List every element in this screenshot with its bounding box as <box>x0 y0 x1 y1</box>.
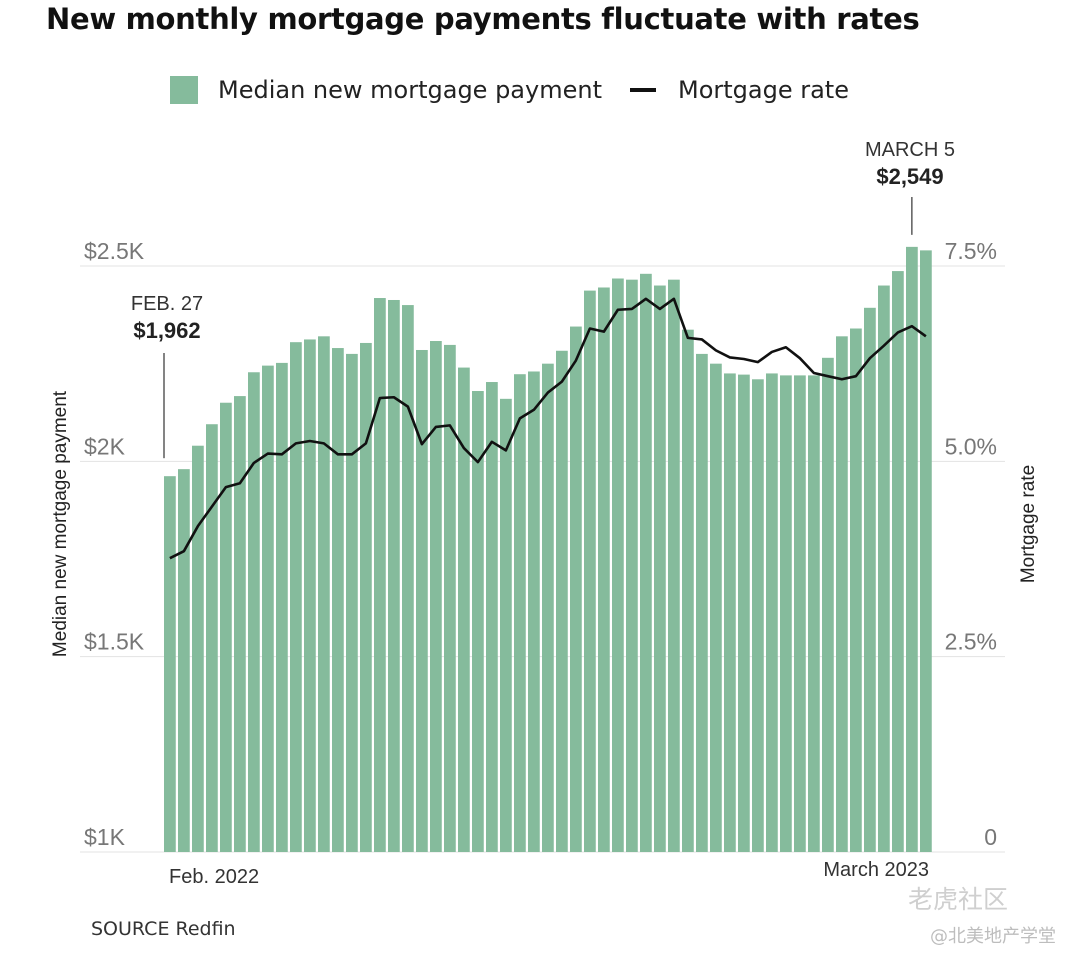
source-note: SOURCE Redfin <box>91 918 236 940</box>
payment-bar <box>528 371 540 852</box>
payment-bar <box>346 353 358 852</box>
payment-bar <box>192 445 204 852</box>
payment-bar <box>388 299 400 852</box>
y-tick-label: $2.5K <box>84 238 145 264</box>
payment-bar <box>710 363 722 852</box>
payment-bar <box>640 273 652 852</box>
payment-bar <box>696 353 708 852</box>
y2-tick-label: 7.5% <box>945 238 997 264</box>
payment-bar <box>724 373 736 852</box>
legend-line-swatch <box>629 88 656 92</box>
payment-bar <box>654 285 666 852</box>
x-start-label: Feb. 2022 <box>169 866 259 888</box>
y-tick-label: $1K <box>84 824 126 850</box>
watermark-handle: @北美地产学堂 <box>930 926 1056 947</box>
payment-bar <box>402 305 414 852</box>
legend-bar-label: Median new mortgage payment <box>218 76 602 104</box>
payment-bar <box>500 398 512 852</box>
payment-bar <box>360 342 372 852</box>
payment-bar <box>836 336 848 852</box>
x-end-label: March 2023 <box>823 859 929 881</box>
payment-bar <box>486 382 498 852</box>
payment-bar <box>738 374 750 852</box>
payment-bar <box>276 362 288 852</box>
payment-bar <box>780 375 792 852</box>
payment-bar <box>430 341 442 852</box>
payment-bar <box>626 279 638 852</box>
watermark-brand: 老虎社区 <box>908 885 1009 914</box>
legend-line-label: Mortgage rate <box>677 76 849 104</box>
y-tick-label: $1.5K <box>84 629 145 655</box>
annotation-start-value: $1,962 <box>133 318 200 343</box>
payment-bar <box>878 285 890 852</box>
payment-bar <box>570 326 582 852</box>
payment-bar <box>850 328 862 852</box>
annotation-peak-label: MARCH 5 <box>865 139 955 161</box>
y2-axis-label: Mortgage rate <box>1018 465 1039 583</box>
payment-bar <box>290 342 302 852</box>
payment-bar <box>248 372 260 852</box>
annotation-start-label: FEB. 27 <box>131 293 203 315</box>
payment-bar <box>682 329 694 852</box>
payment-bar <box>668 279 680 852</box>
y2-tick-label: 0 <box>984 824 997 850</box>
payment-bar <box>822 357 834 852</box>
payment-bar <box>808 375 820 852</box>
payment-bar <box>220 402 232 852</box>
payment-bar <box>612 278 624 852</box>
payment-bar <box>304 339 316 852</box>
payment-bar <box>906 246 918 853</box>
payment-bar <box>234 396 246 852</box>
payment-bar <box>584 290 596 852</box>
payment-bar <box>206 424 218 852</box>
payment-bar <box>262 365 274 852</box>
y-axis-label: Median new mortgage payment <box>50 390 71 657</box>
payment-bar <box>472 391 484 852</box>
legend: Median new mortgage payment Mortgage rat… <box>170 72 849 108</box>
payment-bar <box>178 469 190 852</box>
y-tick-label: $2K <box>84 433 126 459</box>
payment-bar <box>514 374 526 852</box>
payment-bar <box>416 349 428 852</box>
payment-bar <box>892 271 904 853</box>
payment-bar <box>752 379 764 852</box>
payment-bar <box>318 336 330 852</box>
payment-bar <box>542 363 554 852</box>
payment-bar <box>556 350 568 852</box>
payment-bar <box>332 348 344 852</box>
payment-bar <box>458 367 470 852</box>
y2-tick-label: 2.5% <box>945 629 997 655</box>
payment-bar <box>766 373 778 852</box>
payment-bar <box>864 307 876 852</box>
payment-bar <box>794 375 806 852</box>
payment-bar <box>598 287 610 852</box>
payment-bar <box>164 476 176 852</box>
payment-bar <box>374 298 386 852</box>
mortgage-rate-line <box>169 297 927 560</box>
legend-bar-swatch <box>170 76 198 104</box>
chart-title: New monthly mortgage payments fluctuate … <box>46 2 920 36</box>
y2-tick-label: 5.0% <box>945 433 997 459</box>
payment-bar <box>920 250 932 852</box>
annotation-peak-value: $2,549 <box>876 164 943 189</box>
payment-bar <box>444 344 456 852</box>
